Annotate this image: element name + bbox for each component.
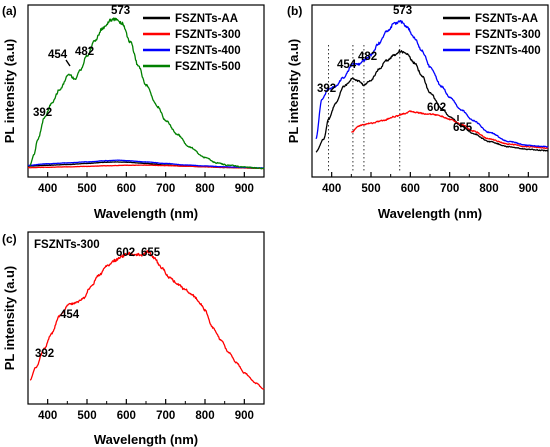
legend-b: FSZNTs-AA FSZNTs-300 FSZNTs-400 [443, 13, 541, 57]
x-axis-title-c: Wavelength (nm) [94, 432, 198, 447]
x-tick-label-a-400: 400 [38, 183, 57, 195]
legend-label-a-300: FSZNTs-300 [175, 29, 241, 41]
panel-b: (b) 400 500 600 700 800 900 Wavelength (nm) P… [286, 4, 549, 221]
series-line-b-fsznts-aa [315, 49, 549, 153]
annotations-c: 392 454 602 655 [35, 247, 161, 360]
x-tick-label-b-600: 600 [401, 183, 420, 195]
x-tick-label-a-700: 700 [156, 183, 175, 195]
annotations-a: 392 454 482 573 [33, 5, 130, 119]
x-tick-label-a-800: 800 [195, 183, 214, 195]
panel-letter-b: (b) [287, 4, 302, 18]
annot-c-392: 392 [35, 348, 54, 360]
x-tick-label-c-500: 500 [77, 410, 96, 422]
annot-b-573: 573 [393, 5, 412, 17]
x-ticks-b: 400 500 600 700 800 900 [311, 172, 549, 195]
x-tick-label-b-700: 700 [440, 183, 459, 195]
x-tick-label-b-800: 800 [479, 183, 498, 195]
annot-a-392: 392 [33, 107, 52, 119]
x-tick-label-a-900: 900 [235, 183, 254, 195]
annot-a-454: 454 [48, 49, 68, 61]
x-tick-label-b-400: 400 [322, 183, 341, 195]
panel-a: (a) 400 500 600 700 800 900 Wavelength (nm) P… [2, 4, 265, 221]
x-ticks-a: 400 500 600 700 800 900 [27, 172, 265, 195]
annot-c-454: 454 [60, 309, 80, 321]
annot-c-602: 602 [116, 247, 135, 259]
annot-b-655: 655 [453, 122, 473, 134]
series-layer-a [27, 17, 265, 170]
x-tick-label-c-900: 900 [235, 410, 254, 422]
x-tick-label-a-500: 500 [77, 183, 96, 195]
x-tick-label-b-900: 900 [519, 183, 538, 195]
annot-c-655: 655 [141, 247, 161, 259]
annot-a-573: 573 [111, 5, 130, 17]
x-tick-label-a-600: 600 [117, 183, 136, 195]
series-line-b-fsznts-400 [315, 19, 549, 148]
panel-letter-a: (a) [2, 4, 17, 18]
annotations-b: 392 454 482 573 602 655 [317, 5, 473, 134]
legend-a: FSZNTs-AA FSZNTs-300 FSZNTs-400 FSZNTs-5… [143, 13, 241, 73]
x-tick-label-b-500: 500 [361, 183, 380, 195]
x-tick-label-c-600: 600 [117, 410, 136, 422]
series-line-a-fsznts-500 [29, 17, 265, 170]
legend-label-b-300: FSZNTs-300 [475, 29, 541, 41]
series-line-a-fsznts-400 [27, 159, 265, 169]
y-axis-title-b: PL intensity (a.u) [286, 39, 301, 144]
legend-label-a-500: FSZNTs-500 [175, 61, 241, 73]
legend-label-a-400: FSZNTs-400 [175, 45, 241, 57]
annot-b-392: 392 [317, 83, 336, 95]
series-layer-c [29, 249, 265, 390]
x-ticks-c: 400 500 600 700 800 900 [27, 399, 265, 422]
y-axis-title-c: PL intensity (a.u) [2, 266, 17, 371]
legend-label-b-aa: FSZNTs-AA [475, 13, 538, 25]
annot-b-454: 454 [337, 59, 357, 71]
legend-label-b-400: FSZNTs-400 [475, 45, 541, 57]
x-tick-label-c-800: 800 [195, 410, 214, 422]
panel-c: (c) 400 500 600 700 800 900 Wavelength (nm) P… [2, 231, 265, 447]
legend-c: FSZNTs-300 [34, 239, 100, 251]
legend-label-a-aa: FSZNTs-AA [175, 13, 238, 25]
x-tick-label-c-700: 700 [156, 410, 175, 422]
annot-b-602: 602 [427, 102, 446, 114]
reference-lines-b [328, 45, 401, 172]
x-axis-title-b: Wavelength (nm) [378, 206, 482, 221]
x-tick-label-c-400: 400 [38, 410, 57, 422]
x-axis-title-a: Wavelength (nm) [94, 206, 198, 221]
annot-a-482: 482 [75, 46, 94, 58]
annot-arrow-a-454 [65, 59, 71, 67]
legend-label-c-300: FSZNTs-300 [34, 239, 100, 251]
y-axis-title-a: PL intensity (a.u) [2, 39, 17, 144]
series-layer-b [315, 19, 549, 153]
series-line-b-fsznts-300 [351, 110, 549, 150]
series-line-c-fsznts-300 [29, 249, 265, 390]
annot-b-482: 482 [358, 51, 377, 63]
panel-letter-c: (c) [2, 232, 17, 246]
